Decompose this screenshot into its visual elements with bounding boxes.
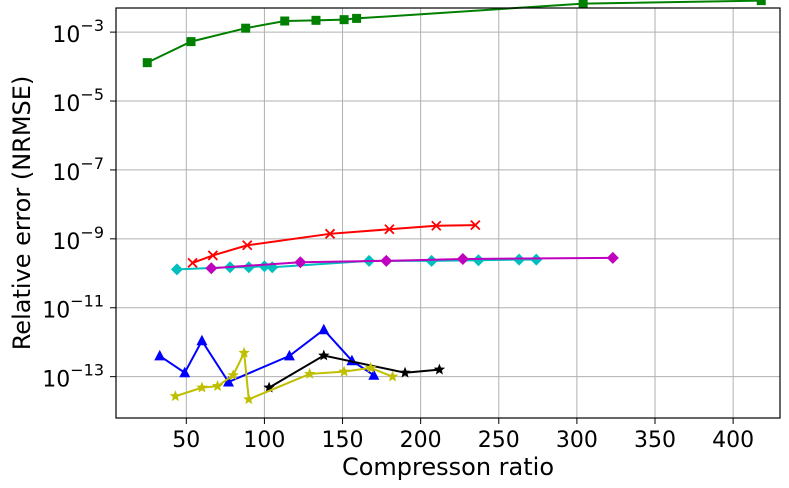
data-point-x xyxy=(242,240,253,251)
data-point-triangle xyxy=(283,349,295,361)
data-point-square xyxy=(186,37,196,47)
series-line xyxy=(175,349,393,401)
data-point-triangle xyxy=(318,323,330,335)
data-point-diamond xyxy=(380,254,393,267)
data-point-diamond xyxy=(258,260,271,273)
grid xyxy=(116,8,780,418)
series-5 xyxy=(263,349,446,393)
y-axis-label: Relative error (NRMSE) xyxy=(8,76,36,351)
data-point-diamond xyxy=(472,254,485,267)
y-tick-label: 10−3 xyxy=(52,16,104,48)
data-point-x xyxy=(384,224,395,235)
x-tick-label: 400 xyxy=(712,428,754,453)
x-tick-label: 350 xyxy=(634,428,676,453)
y-tick-base: 10 xyxy=(42,368,70,393)
y-tick-exponent: −9 xyxy=(80,223,104,242)
data-point-triangle xyxy=(179,366,191,378)
y-tick-exponent: −3 xyxy=(80,16,104,35)
data-point-star xyxy=(238,346,250,358)
data-point-star xyxy=(169,390,182,402)
data-point-star xyxy=(196,381,208,393)
series-6 xyxy=(169,346,399,405)
data-point-x xyxy=(431,220,442,231)
data-point-square xyxy=(352,13,362,23)
data-point-x xyxy=(187,257,198,269)
series-0 xyxy=(142,0,766,68)
data-point-star xyxy=(243,393,255,405)
data-point-triangle xyxy=(196,334,208,346)
data-point-star xyxy=(338,365,350,377)
y-tick-exponent: −5 xyxy=(80,85,104,104)
y-tick-exponent: −7 xyxy=(80,154,104,173)
data-point-square xyxy=(756,0,766,6)
data-point-diamond xyxy=(530,253,543,266)
data-point-square xyxy=(578,0,588,9)
x-tick-label: 50 xyxy=(172,428,200,453)
x-tick-label: 150 xyxy=(322,428,364,453)
x-tick-label: 250 xyxy=(478,428,520,453)
series-line xyxy=(159,328,375,384)
data-point-triangle xyxy=(368,369,380,380)
data-point-x xyxy=(470,219,481,231)
series-layer xyxy=(142,0,766,405)
data-point-triangle xyxy=(222,375,234,387)
y-tick-base: 10 xyxy=(52,23,80,48)
y-tick-label: 10−9 xyxy=(52,223,104,255)
y-tick-exponent: −13 xyxy=(70,361,104,380)
y-tick-base: 10 xyxy=(52,161,80,186)
data-point-star xyxy=(304,367,316,379)
data-point-star xyxy=(211,380,224,392)
data-point-star xyxy=(433,363,446,375)
ticks: 50 100 150 200 250 300 350 40010−1310−1110−910−… xyxy=(42,16,754,453)
y-tick-exponent: −11 xyxy=(70,292,104,311)
data-point-square xyxy=(280,16,290,26)
x-tick-label: 300 xyxy=(556,428,598,453)
data-point-square xyxy=(311,15,321,25)
data-point-star xyxy=(399,366,411,378)
data-point-diamond xyxy=(294,256,307,269)
data-point-star xyxy=(227,369,239,381)
data-point-diamond xyxy=(606,251,619,264)
series-2 xyxy=(170,253,543,276)
data-point-diamond xyxy=(170,263,183,276)
data-point-square xyxy=(339,15,349,25)
series-line xyxy=(268,354,440,389)
data-point-star xyxy=(386,370,399,382)
data-point-star xyxy=(263,381,275,393)
data-point-diamond xyxy=(425,254,438,267)
data-point-diamond xyxy=(205,262,218,275)
y-tick-label: 10−5 xyxy=(52,85,104,117)
y-tick-label: 10−13 xyxy=(42,361,104,393)
series-4 xyxy=(154,323,380,387)
y-tick-base: 10 xyxy=(42,299,70,324)
data-point-triangle xyxy=(154,349,166,361)
x-tick-label: 200 xyxy=(400,428,442,453)
data-point-diamond xyxy=(242,261,255,274)
y-tick-label: 10−11 xyxy=(42,292,104,324)
data-point-x xyxy=(324,228,336,239)
y-tick-base: 10 xyxy=(52,92,80,117)
data-point-star xyxy=(364,361,377,373)
x-tick-label: 100 xyxy=(243,428,285,453)
series-3 xyxy=(205,251,619,275)
data-point-diamond xyxy=(456,252,469,265)
data-point-square xyxy=(142,58,152,68)
data-point-x xyxy=(207,250,219,261)
plot-frame xyxy=(115,7,781,419)
x-axis-label: Compresson ratio xyxy=(342,453,554,481)
data-point-star xyxy=(318,349,330,361)
y-tick-label: 10−7 xyxy=(52,154,104,186)
y-tick-base: 10 xyxy=(52,230,80,255)
data-point-square xyxy=(241,23,251,33)
series-1 xyxy=(187,219,481,269)
